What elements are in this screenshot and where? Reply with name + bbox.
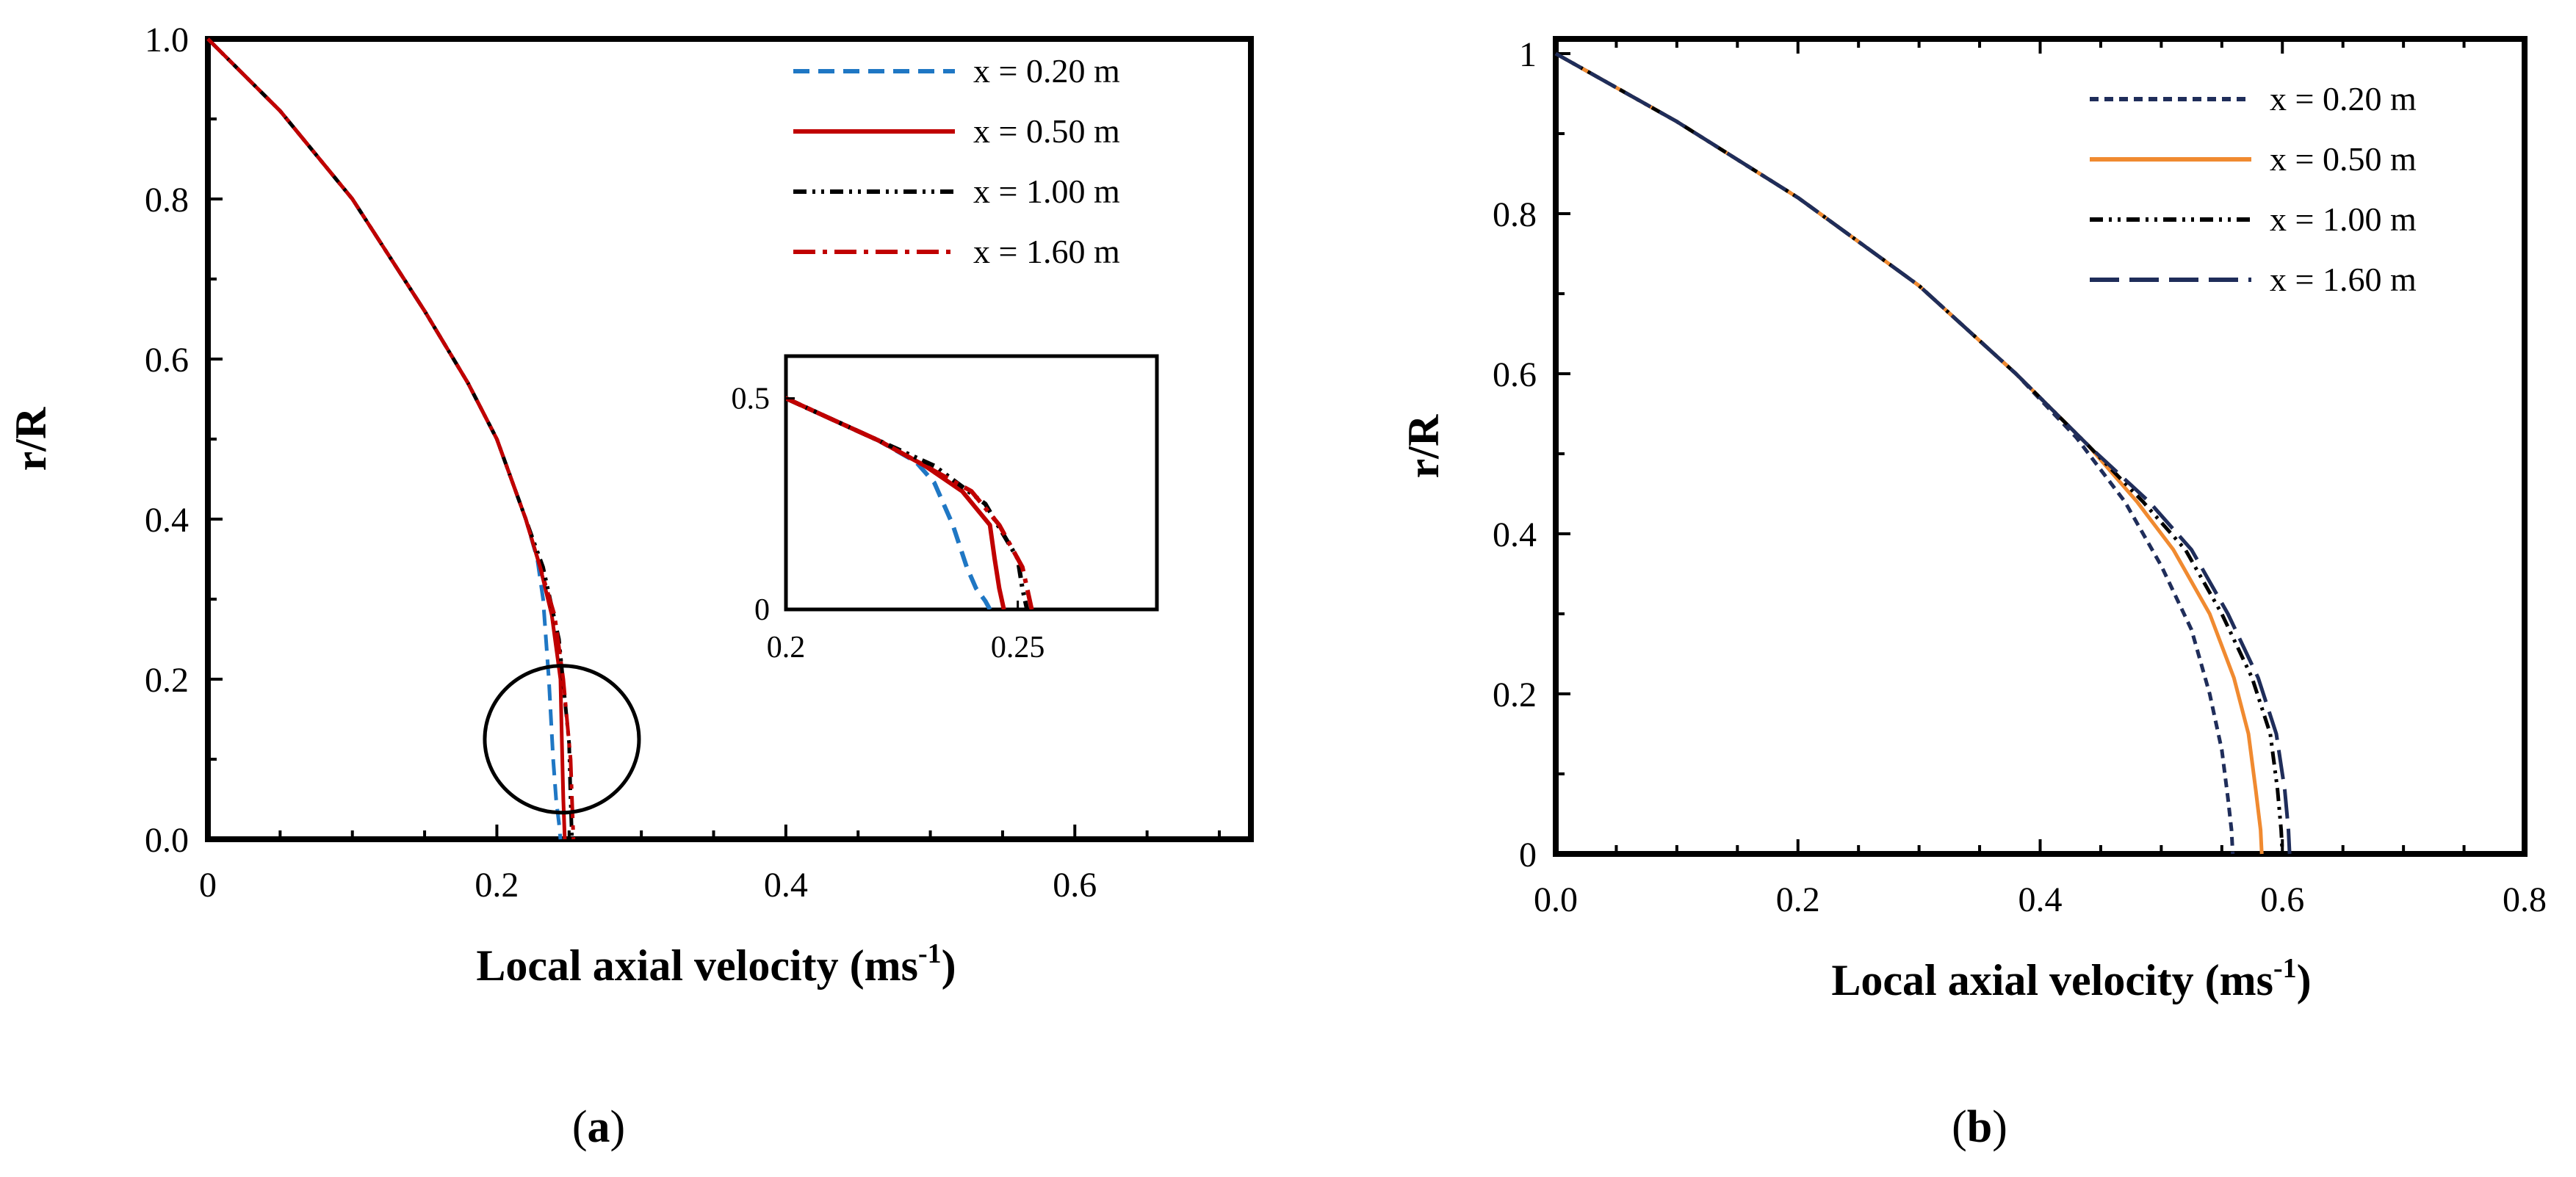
x-tick-label: 0.8 (2503, 880, 2547, 919)
x-axis-title-end: ) (2297, 956, 2312, 1004)
y-tick-label: 0.8 (145, 181, 189, 220)
y-tick-label: 0.8 (1493, 195, 1537, 234)
panel-label-b-text: b (1967, 1102, 1992, 1152)
y-tick-label: 0 (1519, 836, 1537, 874)
x-axis-title-end: ) (942, 941, 956, 990)
series-line-a-2 (206, 37, 567, 840)
legend-label-1: x = 0.20 m (973, 52, 1120, 90)
inset-x-tick-label: 0.2 (767, 631, 806, 664)
series-line-b-2 (1554, 51, 2264, 855)
series-line-a-4 (206, 37, 576, 840)
x-tick-label: 0.6 (1053, 866, 1097, 905)
y-tick-label: 0.2 (1493, 676, 1537, 714)
x-axis-title-superscript: -1 (2273, 953, 2297, 984)
series-line-a-3 (206, 37, 574, 840)
inset-frame (784, 354, 1159, 612)
y-tick-label: 0.4 (145, 501, 189, 540)
inset-chart: 0.2 0.25 0 0.5 (732, 354, 1159, 664)
inset-series-line-4 (786, 396, 1034, 609)
x-axis-title-superscript: -1 (918, 938, 942, 969)
x-tick-label: 0.0 (1534, 880, 1578, 919)
series-line-b-3 (1554, 51, 2284, 855)
legend-label-3: x = 1.00 m (973, 173, 1120, 210)
inset-series-group (786, 396, 1034, 609)
y-axis-title: r/R (7, 407, 55, 471)
zoom-highlight-circle (483, 664, 641, 815)
inset-y-tick-label: 0.5 (732, 383, 771, 416)
panel-label-a: (a) (572, 1102, 625, 1152)
x-tick-label: 0.4 (764, 866, 808, 905)
series-line-b-4 (1554, 51, 2292, 855)
legend-label-2: x = 0.50 m (2270, 140, 2417, 178)
x-tick-label: 0.2 (475, 866, 519, 905)
legend-label-3: x = 1.00 m (2270, 200, 2417, 238)
legend-label-4: x = 1.60 m (2270, 261, 2417, 298)
y-tick-label: 0.4 (1493, 515, 1537, 554)
y-tick-label: 0.0 (145, 821, 189, 860)
y-axis-title: r/R (1399, 414, 1448, 478)
x-tick-label: 0.2 (1776, 880, 1820, 919)
y-tick-label: 1.0 (145, 21, 189, 59)
y-tick-label: 1 (1519, 35, 1537, 74)
inset-y-tick-label: 0 (754, 593, 770, 627)
chart-b: 0.0 0.2 0.4 0.6 0.8 0 0.2 0.4 0.6 0.8 1 Local axial… (1399, 35, 2547, 1004)
legend-label-1: x = 0.20 m (2270, 80, 2417, 117)
x-tick-label: 0.4 (2018, 880, 2063, 919)
legend-label-2: x = 0.50 m (973, 112, 1120, 150)
inset-x-tick-label: 0.25 (991, 631, 1045, 664)
y-tick-label: 0.6 (1493, 355, 1537, 394)
x-axis-title: Local axial velocity (ms-1) (1831, 953, 2311, 1004)
chart-a: 0 0.2 0.4 0.6 0.0 0.2 0.4 0.6 0.8 1.0 Local axial … (7, 21, 1254, 990)
panel-label-b: (b) (1952, 1102, 2007, 1152)
x-tick-label: 0 (199, 866, 217, 905)
x-tick-label: 0.6 (2260, 880, 2304, 919)
series-line-b-1 (1554, 51, 2235, 855)
y-tick-label: 0.6 (145, 341, 189, 380)
legend-label-4: x = 1.60 m (973, 233, 1120, 270)
panel-label-a-text: a (588, 1102, 610, 1152)
y-tick-label: 0.2 (145, 661, 189, 700)
series-line-a-1 (206, 37, 563, 840)
x-axis-title: Local axial velocity (ms-1) (476, 938, 956, 990)
